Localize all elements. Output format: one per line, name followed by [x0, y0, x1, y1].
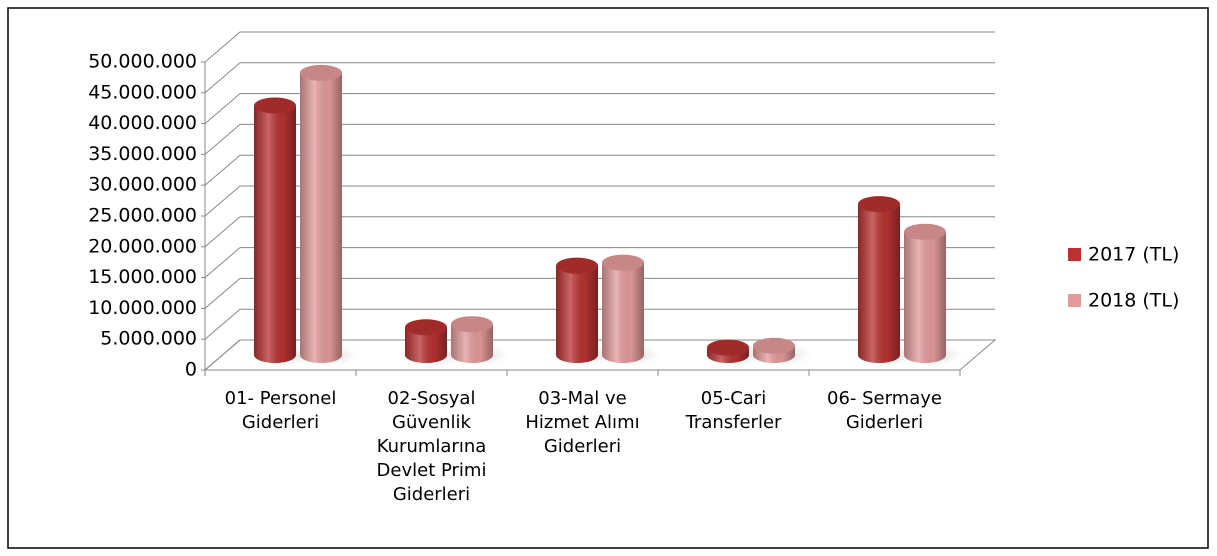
legend-swatch	[1068, 294, 1081, 307]
legend-swatch	[1068, 248, 1081, 261]
bar-top	[753, 337, 795, 354]
x-tick-label: 01- Personel Giderleri	[224, 388, 337, 433]
y-tick-label: 35.000.000	[88, 143, 197, 165]
bar-top	[858, 196, 900, 213]
bar	[598, 254, 660, 366]
bar-body-shade	[405, 327, 447, 363]
bar	[296, 64, 358, 366]
bar-top-shade	[451, 316, 493, 333]
y-tick-label: 0	[185, 359, 197, 381]
chart-border	[7, 7, 1209, 549]
bar-top	[451, 316, 493, 333]
x-tick-label: 03-Mal ve Hizmet Alımı Giderleri	[525, 388, 640, 457]
y-tick-label: 25.000.000	[88, 205, 197, 227]
bar	[447, 316, 509, 366]
x-tick-label: 02-Sosyal Güvenlik Kurumlarına Devlet Pr…	[376, 388, 487, 505]
bar-top-shade	[556, 257, 598, 274]
bar-body-shade	[254, 105, 296, 364]
y-tick-label: 15.000.000	[88, 266, 197, 288]
bar-top	[602, 254, 644, 271]
grid-line	[204, 308, 995, 340]
bar-top	[300, 64, 342, 81]
bar	[854, 196, 916, 366]
y-tick-label: 5.000.000	[100, 328, 197, 350]
grid-line	[204, 247, 995, 278]
bar-top	[254, 97, 296, 114]
grid-line	[204, 154, 995, 186]
y-tick-label: 50.000.000	[88, 51, 197, 73]
bar-top-shade	[254, 97, 296, 114]
grid-line	[204, 123, 995, 155]
grid-line	[204, 93, 995, 124]
bar-body-shade	[451, 324, 493, 363]
grid-line	[204, 62, 995, 94]
x-tick-label: 06- Sermaye Giderleri	[827, 388, 942, 433]
bar-top-shade	[904, 223, 946, 240]
bar-body-shade	[602, 262, 644, 363]
y-tick-label: 10.000.000	[88, 297, 197, 319]
y-tick-label: 45.000.000	[88, 81, 197, 103]
legend-label: 2018 (TL)	[1088, 290, 1179, 312]
bar	[552, 257, 614, 366]
legend-label: 2017 (TL)	[1088, 244, 1179, 266]
bar	[250, 97, 312, 366]
bar	[703, 339, 765, 366]
y-tick-label: 30.000.000	[88, 174, 197, 196]
bar-top	[707, 339, 749, 356]
bar-body-shade	[858, 204, 900, 363]
grid-line	[204, 31, 995, 63]
bar-top	[405, 319, 447, 336]
bar	[749, 337, 811, 366]
bar	[900, 223, 962, 366]
grid-line	[204, 277, 995, 309]
bar	[401, 319, 463, 366]
bar-top-shade	[753, 337, 795, 354]
y-tick-label: 20.000.000	[88, 235, 197, 257]
bar-top	[904, 223, 946, 240]
x-tick-label: 05-Cari Transferler	[685, 388, 782, 433]
bar-body-shade	[556, 265, 598, 363]
bar-top-shade	[300, 64, 342, 81]
grid-line	[204, 339, 995, 371]
bar-top-shade	[858, 196, 900, 213]
grid-line	[204, 216, 995, 248]
grid-line	[204, 185, 995, 217]
bar-top-shade	[707, 339, 749, 356]
bar-top	[556, 257, 598, 274]
bar-top-shade	[602, 254, 644, 271]
bar-top-shade	[405, 319, 447, 336]
y-tick-label: 40.000.000	[88, 112, 197, 134]
bar-body-shade	[904, 231, 946, 363]
bar-body-shade	[300, 72, 342, 363]
